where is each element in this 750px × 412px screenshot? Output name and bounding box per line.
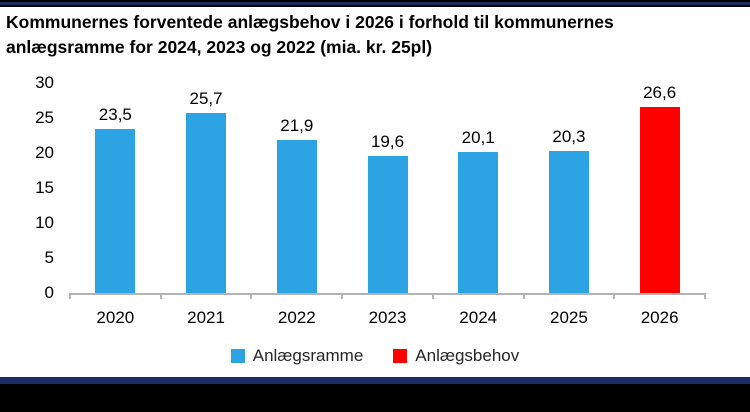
bar-2025 [548,150,589,293]
footer-black-band [0,384,750,412]
x-axis-label-2025: 2025 [550,308,588,327]
y-axis-tick-label: 10 [35,213,54,232]
bottom-border-accent [0,377,750,384]
bar-value-label-2021: 25,7 [189,89,223,109]
bar-value-label-2022: 21,9 [280,115,314,135]
legend-item-anlægsramme: Anlægsramme [230,345,364,367]
x-axis-label-2020: 2020 [96,308,135,327]
y-axis-tick-label: 30 [35,73,54,92]
x-axis-tick [159,293,162,299]
x-axis-label-2023: 2023 [368,308,407,327]
x-axis-label-2026: 2026 [640,308,679,327]
bar-2022 [276,139,317,293]
legend-swatch-icon [230,349,245,363]
x-axis-tick [704,293,706,299]
y-axis-tick-label: 0 [44,283,54,302]
chart-title-line-1: Kommunernes forventede anlægsbehov i 202… [6,12,614,32]
x-axis-tick [69,293,71,299]
bar-2026 [639,106,680,293]
bar-value-label-2024: 20,1 [461,128,495,148]
x-axis-label-2021: 2021 [187,308,225,327]
y-axis-tick-label: 20 [35,143,54,162]
legend-swatch-icon [393,349,408,363]
top-border-accent [0,0,750,7]
legend-label: Anlægsramme [252,346,364,365]
y-axis-tick-label: 25 [35,108,54,127]
legend-label: Anlægsbehov [415,346,520,365]
x-axis-tick [431,293,434,299]
x-axis-line [70,293,705,295]
y-axis-tick-label: 5 [44,248,54,267]
bar-value-label-2020: 23,5 [98,104,132,124]
legend: Anlægsramme Anlægsbehov [0,345,750,367]
x-axis-tick [613,293,616,299]
chart-title-line-2: anlægsramme for 2024, 2023 og 2022 (mia.… [6,37,433,57]
x-axis-tick [522,293,525,299]
bar-2023 [367,155,408,293]
bar-value-label-2025: 20,3 [552,126,586,146]
x-axis-tick [250,293,253,299]
x-axis-tick [341,293,344,299]
legend-item-anlægsbehov: Anlægsbehov [393,345,519,367]
x-axis-label-2022: 2022 [277,308,316,327]
bar-2020 [95,128,136,293]
bar-2021 [186,113,227,293]
y-axis-tick-label: 15 [35,178,54,197]
bar-value-label-2026: 26,6 [643,82,677,102]
chart-title: Kommunernes forventede anlægsbehov i 202… [6,10,706,60]
bar-value-label-2023: 19,6 [370,131,405,151]
x-axis-label-2024: 2024 [459,308,498,327]
bar-2024 [458,152,499,293]
